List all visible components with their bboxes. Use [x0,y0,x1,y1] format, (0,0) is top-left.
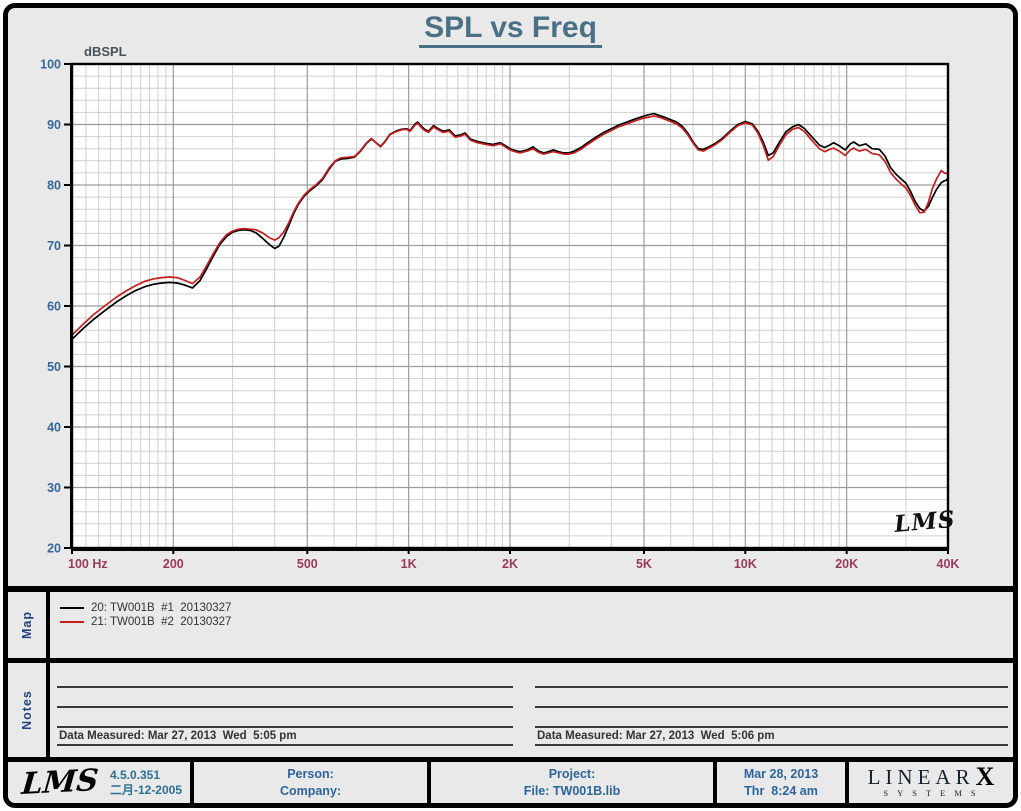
footer-person-cell: Person: Company: [194,762,427,803]
divider-map-notes [8,658,1013,663]
company-label: Company: [279,783,342,798]
lms-logo: LMS [20,763,100,802]
notes-section: Notes Data Measured: Mar 27, 2013 Wed 5:… [8,663,1013,757]
legend-entry-label: 21: TW001B #2 20130327 [91,616,232,628]
notes-label: Notes [20,690,34,730]
note-rule-line [535,744,1008,746]
project-label: Project: [548,766,596,781]
build-date: 二月-12-2005 [109,782,183,797]
svg-text:100 Hz: 100 Hz [68,557,108,571]
svg-text:50: 50 [47,360,61,374]
svg-text:30: 30 [47,481,61,495]
data-measured-left: Data Measured: Mar 27, 2013 Wed 5:05 pm [59,730,297,742]
note-rule-line [535,686,1008,688]
svg-text:10K: 10K [734,557,757,571]
svg-text:40: 40 [47,421,61,435]
footer-divider [845,762,849,803]
footer-divider [713,762,717,803]
version-number: 4.5.0.351 [109,767,161,782]
map-section: Map 20: TW001B #1 20130327 21: TW001B #2… [8,592,1013,658]
legend: 20: TW001B #1 20130327 21: TW001B #2 201… [60,601,231,629]
linearx-systems-text: SYSTEMS [883,788,985,798]
map-label-cell: Map [8,592,50,658]
footer-bar: LMS 4.5.0.351 二月-12-2005 Person: Company… [8,762,1013,803]
legend-swatch-red-line [60,620,84,624]
divider-notes-footer [8,757,1013,762]
version-block: 4.5.0.351 二月-12-2005 [110,768,182,798]
footer-date-inner: Mar 28, 2013 Thr 8:24 am [717,762,845,803]
linearx-linear-text: LINEAR [867,765,975,789]
map-label: Map [20,611,34,639]
legend-row: 20: TW001B #1 20130327 [60,601,231,615]
report-time: Thr 8:24 am [744,783,818,798]
linearx-logo-top: LINEAR X [867,762,995,791]
svg-text:5K: 5K [636,557,652,571]
person-label: Person: [287,766,334,781]
y-axis-unit-label: dBSPL [84,44,127,59]
svg-text:90: 90 [47,118,61,132]
note-rule-line [57,744,513,746]
lms-report-window: 100 90 80 70 60 50 40 30 20 100 Hz 200 500 1K 2K 5K 10K… [3,3,1018,808]
legend-entry-label: 20: TW001B #1 20130327 [91,602,232,614]
svg-text:20: 20 [47,542,61,556]
footer-brand-cell: LINEAR X SYSTEMS [849,762,1013,803]
footer-divider [427,762,431,803]
note-rule-line [535,706,1008,708]
svg-text:40K: 40K [937,557,960,571]
linearx-x-mark: X [975,762,995,791]
legend-row: 21: TW001B #2 20130327 [60,615,231,629]
footer-version-cell: LMS 4.5.0.351 二月-12-2005 [8,762,190,803]
divider-chart-map [8,586,1013,592]
chart-title-wrap: SPL vs Freq [8,11,1013,48]
svg-text:20K: 20K [835,557,858,571]
note-rule-line [57,726,513,728]
footer-project-cell: Project: File: TW001B.lib [431,762,713,803]
notes-label-cell: Notes [8,663,50,757]
report-date: Mar 28, 2013 [743,766,819,781]
svg-text:100: 100 [40,58,61,72]
svg-text:60: 60 [47,300,61,314]
svg-text:2K: 2K [502,557,518,571]
footer-project-inner: Project: File: TW001B.lib [431,762,713,803]
note-rule-line [57,686,513,688]
linearx-logo: LINEAR X SYSTEMS [849,762,1013,803]
svg-text:70: 70 [47,239,61,253]
svg-text:1K: 1K [401,557,417,571]
chart-title: SPL vs Freq [419,11,602,48]
chart-section: 100 90 80 70 60 50 40 30 20 100 Hz 200 500 1K 2K 5K 10K… [8,8,1013,586]
note-rule-line [57,706,513,708]
footer-date-cell: Mar 28, 2013 Thr 8:24 am [717,762,845,803]
spl-chart-svg: 100 90 80 70 60 50 40 30 20 100 Hz 200 500 1K 2K 5K 10K… [40,58,960,572]
svg-text:500: 500 [297,557,318,571]
notes-left-column: Data Measured: Mar 27, 2013 Wed 5:05 pm [57,663,513,757]
legend-swatch-black-line [60,606,84,610]
svg-text:200: 200 [163,557,184,571]
svg-text:80: 80 [47,179,61,193]
footer-person-inner: Person: Company: [194,762,427,803]
data-measured-right: Data Measured: Mar 27, 2013 Wed 5:06 pm [537,730,775,742]
footer-divider [190,762,194,803]
note-rule-line [535,726,1008,728]
plot-watermark-lms: LMS [892,506,956,538]
file-label: File: TW001B.lib [523,783,621,798]
notes-right-column: Data Measured: Mar 27, 2013 Wed 5:06 pm [535,663,1008,757]
footer-version-inner: LMS 4.5.0.351 二月-12-2005 [8,762,190,803]
